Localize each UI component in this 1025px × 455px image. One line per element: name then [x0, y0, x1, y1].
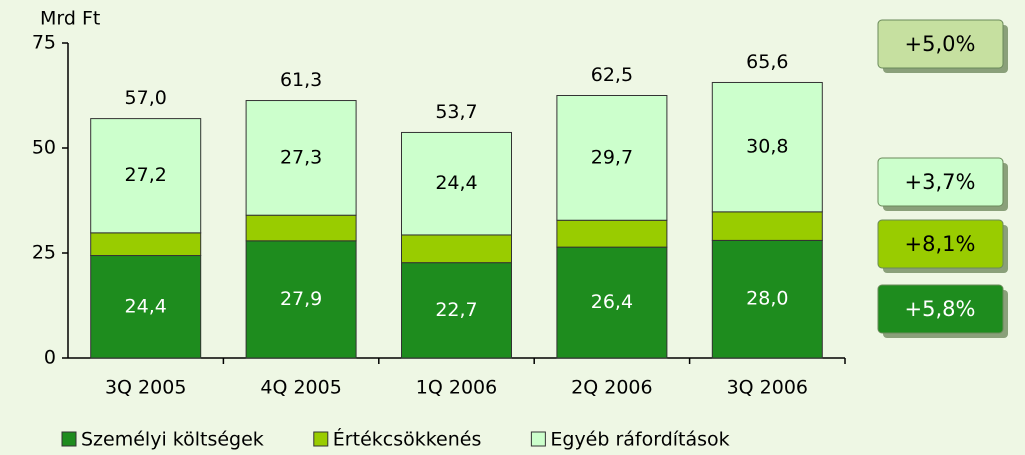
badge: [877, 157, 1004, 207]
legend-label: Egyéb ráfordítások: [550, 429, 729, 451]
value-label: 24,4: [435, 172, 477, 194]
value-label: 26,4: [591, 291, 633, 313]
bar-segment: [556, 246, 668, 359]
y-tick-label: 0: [44, 347, 56, 369]
legend-swatch: [61, 431, 77, 447]
bar-segment: [401, 131, 512, 236]
y-tick-label: 50: [32, 137, 56, 159]
legend-swatch: [530, 431, 546, 447]
y-axis-label: Mrd Ft: [40, 8, 100, 30]
x-tick-label: 3Q 2006: [727, 377, 808, 399]
bar-segment: [556, 95, 668, 221]
value-label: 27,9: [280, 288, 322, 310]
legend-label: Személyi költségek: [81, 429, 264, 451]
value-label: 24,4: [125, 295, 167, 317]
x-tick-label: 1Q 2006: [416, 377, 497, 399]
value-label: 27,3: [280, 146, 322, 168]
value-label: 29,7: [591, 146, 633, 168]
x-tick-label: 4Q 2005: [260, 377, 341, 399]
total-label: 53,7: [435, 101, 477, 123]
legend-label: Értékcsökkenés: [333, 428, 482, 451]
bar-segment: [556, 219, 668, 248]
y-tick-label: 25: [32, 242, 56, 264]
value-label: 30,8: [746, 136, 788, 158]
value-label: 28,0: [746, 288, 788, 310]
x-tick-label: 2Q 2006: [571, 377, 652, 399]
value-label: 22,7: [435, 299, 477, 321]
badge-label: +5,8%: [905, 297, 976, 321]
y-tick-label: 75: [32, 32, 56, 54]
total-label: 57,0: [125, 87, 167, 109]
badge: [877, 284, 1004, 334]
bar-segment: [711, 81, 823, 213]
bar-segment: [245, 240, 357, 359]
total-label: 65,6: [746, 51, 788, 73]
badge: [877, 219, 1004, 269]
badge-label: +3,7%: [905, 170, 976, 194]
bar-segment: [90, 232, 202, 257]
badge: [877, 19, 1004, 69]
value-label: 27,2: [125, 164, 167, 186]
bar-segment: [401, 234, 512, 264]
x-tick-label: 3Q 2005: [105, 377, 186, 399]
bar-segment: [711, 239, 823, 359]
total-label: 62,5: [591, 64, 633, 86]
bar-segment: [711, 211, 823, 241]
legend-swatch: [313, 431, 329, 447]
bar-segment: [245, 214, 357, 242]
badge-label: +5,0%: [905, 32, 976, 56]
badge-label: +8,1%: [905, 232, 976, 256]
bar-segment: [245, 100, 357, 216]
total-label: 61,3: [280, 69, 322, 91]
bar-segment: [401, 262, 512, 359]
bar-segment: [90, 118, 202, 234]
